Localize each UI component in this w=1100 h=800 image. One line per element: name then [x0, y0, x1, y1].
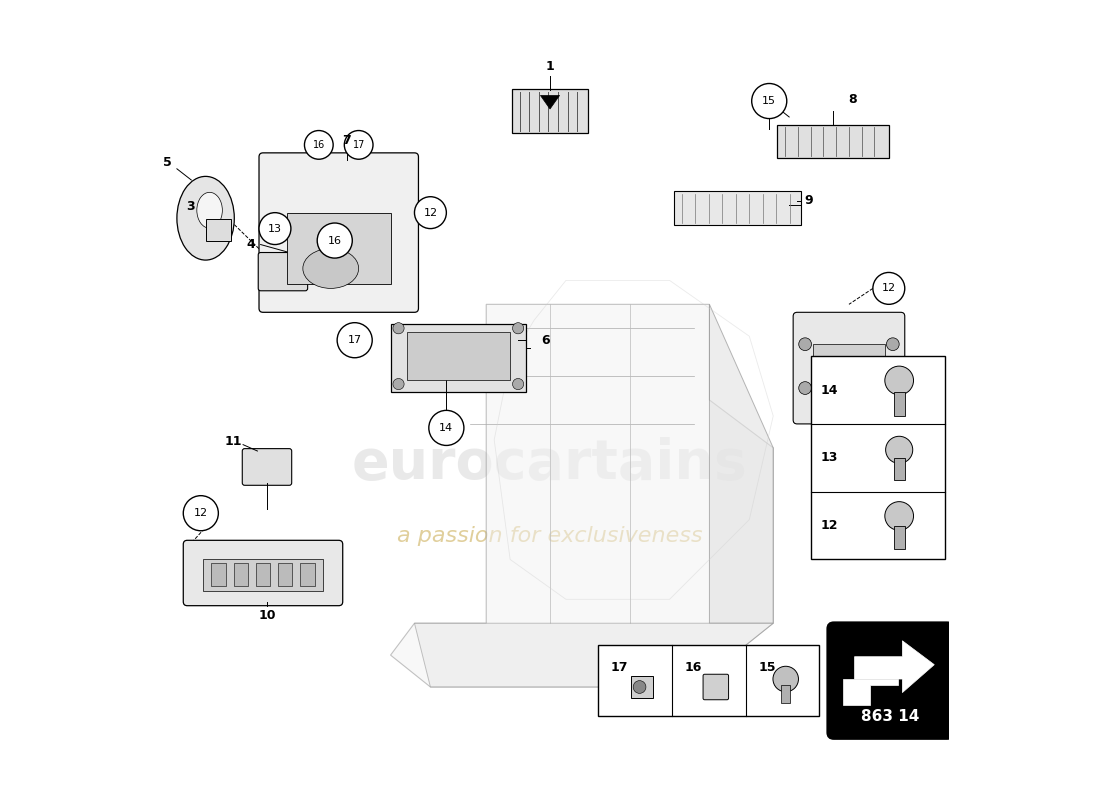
Bar — [673, 191, 801, 225]
Text: 14: 14 — [439, 423, 453, 433]
Polygon shape — [415, 623, 773, 687]
Circle shape — [184, 496, 219, 530]
Circle shape — [513, 378, 524, 390]
Text: eurocartains: eurocartains — [352, 437, 748, 490]
Circle shape — [344, 130, 373, 159]
Ellipse shape — [177, 176, 234, 260]
Circle shape — [393, 378, 404, 390]
Text: 6: 6 — [541, 334, 550, 346]
Circle shape — [886, 436, 913, 463]
Text: a passion for exclusiveness: a passion for exclusiveness — [397, 526, 703, 546]
Bar — [813, 344, 884, 404]
Bar — [893, 392, 905, 415]
Circle shape — [337, 322, 372, 358]
Circle shape — [799, 338, 812, 350]
Text: 3: 3 — [186, 200, 195, 213]
Circle shape — [873, 273, 905, 304]
FancyBboxPatch shape — [258, 153, 418, 312]
Text: 11: 11 — [224, 435, 242, 448]
Bar — [778, 125, 889, 158]
Ellipse shape — [302, 249, 359, 288]
Bar — [781, 686, 791, 703]
Text: 7: 7 — [342, 134, 351, 147]
Text: 17: 17 — [610, 662, 628, 674]
Text: 2: 2 — [904, 358, 913, 370]
Text: 13: 13 — [821, 451, 838, 464]
Text: 5: 5 — [163, 156, 172, 169]
Text: 12: 12 — [424, 208, 438, 218]
Text: 15: 15 — [762, 96, 777, 106]
Polygon shape — [710, 304, 773, 623]
Bar — [812, 356, 945, 559]
Bar — [390, 324, 526, 392]
Bar — [233, 563, 248, 586]
FancyBboxPatch shape — [793, 312, 905, 424]
Text: 863 14: 863 14 — [861, 709, 920, 724]
Text: 16: 16 — [684, 662, 702, 674]
Circle shape — [799, 382, 812, 394]
Text: 14: 14 — [821, 383, 838, 397]
Text: 17: 17 — [352, 140, 365, 150]
Text: 12: 12 — [194, 508, 208, 518]
Circle shape — [773, 666, 799, 692]
FancyBboxPatch shape — [258, 253, 308, 290]
Text: 17: 17 — [348, 335, 362, 346]
Text: 8: 8 — [848, 93, 857, 106]
FancyBboxPatch shape — [703, 674, 728, 700]
Circle shape — [429, 410, 464, 446]
Bar — [597, 645, 820, 717]
FancyBboxPatch shape — [184, 540, 343, 606]
Text: 12: 12 — [882, 283, 895, 294]
Bar — [407, 332, 510, 380]
Text: 9: 9 — [805, 194, 813, 207]
Text: 10: 10 — [258, 609, 276, 622]
Circle shape — [305, 130, 333, 159]
FancyBboxPatch shape — [827, 622, 954, 739]
Bar — [206, 219, 231, 242]
Bar — [630, 676, 653, 698]
Text: 4: 4 — [246, 238, 255, 251]
Text: 1: 1 — [546, 60, 554, 74]
Circle shape — [634, 681, 646, 694]
Polygon shape — [540, 95, 560, 109]
Circle shape — [887, 338, 899, 350]
Bar — [278, 563, 293, 586]
Ellipse shape — [197, 192, 222, 228]
Circle shape — [513, 322, 524, 334]
Circle shape — [258, 213, 290, 245]
Circle shape — [884, 502, 913, 530]
Circle shape — [415, 197, 447, 229]
Bar — [893, 526, 905, 550]
Circle shape — [751, 83, 786, 118]
Bar — [893, 458, 905, 480]
Circle shape — [317, 223, 352, 258]
Bar — [204, 559, 322, 591]
Bar — [512, 89, 588, 133]
Bar — [300, 563, 315, 586]
Circle shape — [393, 322, 404, 334]
Text: 16: 16 — [312, 140, 324, 150]
Circle shape — [887, 382, 899, 394]
Polygon shape — [855, 641, 934, 693]
Bar — [256, 563, 271, 586]
Text: 12: 12 — [821, 519, 838, 532]
Bar — [211, 563, 226, 586]
Text: 15: 15 — [759, 662, 777, 674]
Text: 13: 13 — [268, 223, 282, 234]
Polygon shape — [390, 304, 773, 687]
Text: 16: 16 — [328, 235, 342, 246]
Polygon shape — [843, 679, 899, 705]
Circle shape — [884, 366, 913, 395]
Bar — [287, 213, 390, 285]
FancyBboxPatch shape — [242, 449, 292, 486]
